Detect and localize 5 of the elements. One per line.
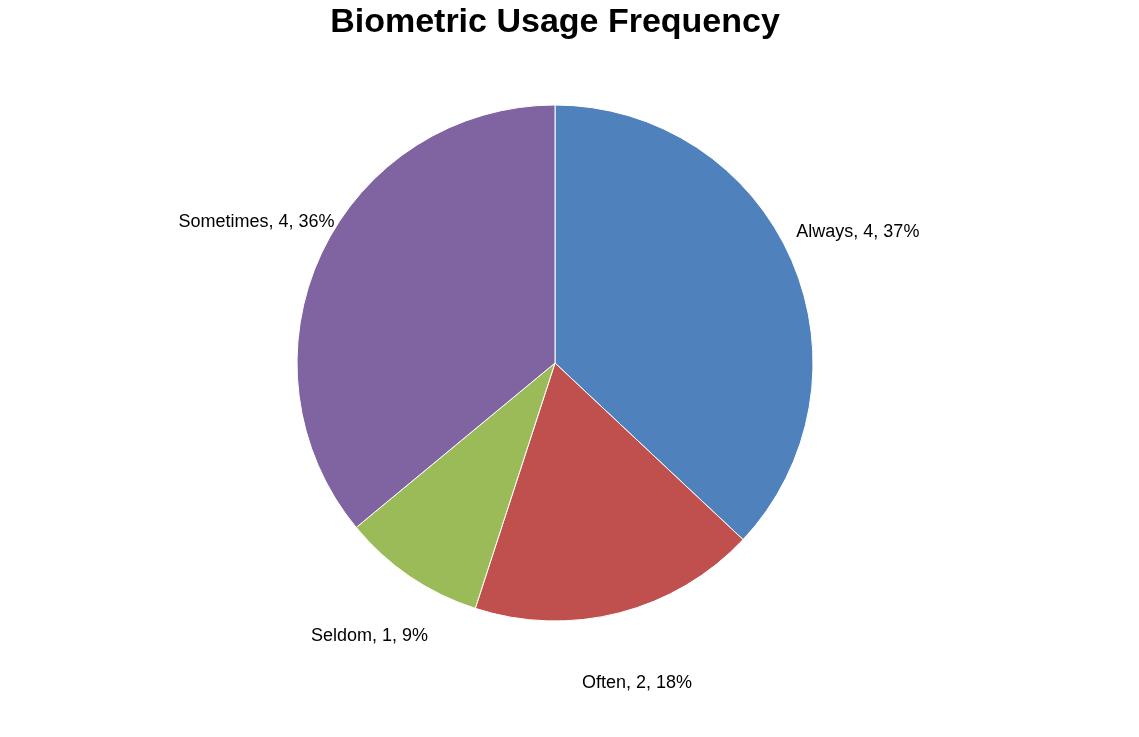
slice-label: Seldom, 1, 9% (310, 624, 429, 645)
slice-label: Sometimes, 4, 36% (178, 211, 335, 232)
chart-title: Biometric Usage Frequency (330, 1, 780, 39)
slice-label: Often, 2, 18% (582, 671, 693, 692)
slice-label: Always, 4, 37% (796, 220, 920, 241)
